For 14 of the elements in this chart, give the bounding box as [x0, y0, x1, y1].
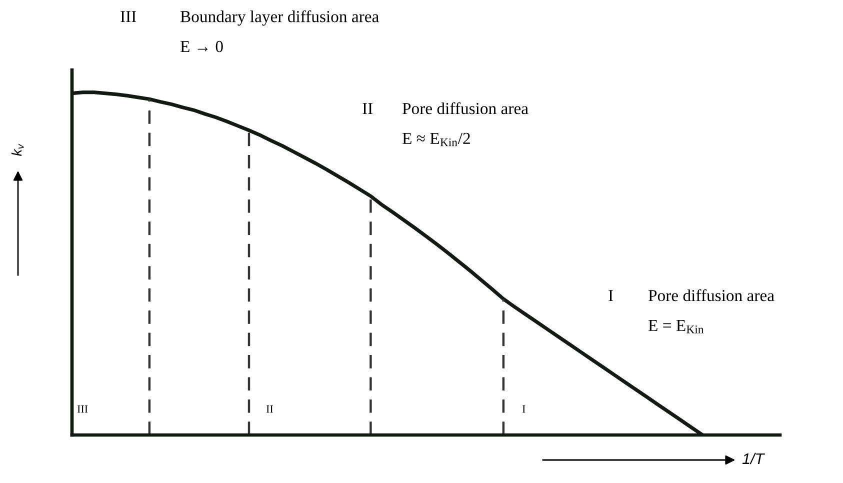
annotation: III	[77, 405, 88, 413]
annotation: I	[522, 405, 526, 413]
x-axis-title: 1/T	[742, 452, 765, 464]
text: III	[120, 11, 136, 22]
annotation: E ≈ E$_{Kin}$/2	[402, 132, 470, 146]
text: Boundary layer diffusion area	[180, 10, 379, 26]
annotation: Pore diffusion area	[648, 289, 774, 302]
annotation: E = E$_{Kin}$	[648, 320, 704, 334]
text: E → 0	[180, 40, 223, 52]
annotation: II	[362, 103, 373, 114]
annotation: Pore diffusion area	[402, 102, 528, 114]
y-axis-title: k$_{v}$	[11, 144, 24, 156]
annotation: I	[608, 290, 613, 302]
annotation: II	[266, 405, 274, 413]
